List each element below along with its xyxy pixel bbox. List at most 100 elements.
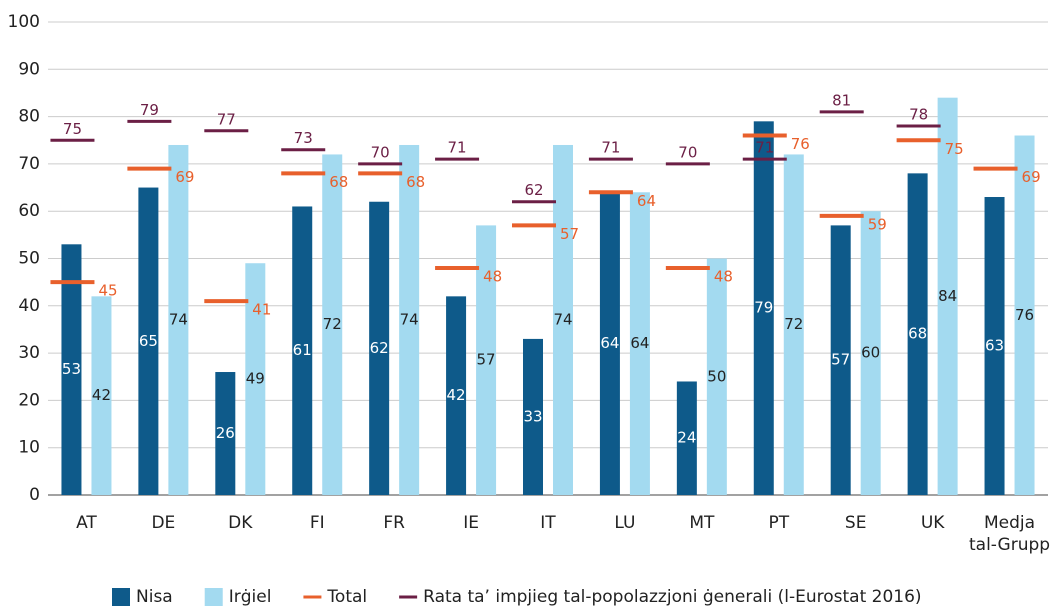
- bar: [676, 381, 697, 495]
- x-tick-label: DK: [228, 513, 253, 533]
- data-label: 76: [1015, 306, 1034, 324]
- data-label: 65: [139, 332, 158, 350]
- bar: [322, 154, 343, 495]
- data-label: 84: [938, 287, 957, 305]
- bar: [476, 225, 497, 495]
- bar: [937, 97, 958, 496]
- bar: [1014, 135, 1035, 495]
- y-tick-label: 0: [29, 485, 40, 505]
- data-label: 33: [523, 407, 542, 425]
- bar: [399, 144, 420, 496]
- bar: [215, 372, 236, 495]
- bar: [984, 197, 1005, 495]
- bar: [553, 144, 573, 496]
- legend-label: Irġiel: [229, 587, 272, 607]
- y-tick-label: 30: [18, 343, 40, 363]
- data-label: 57: [831, 351, 850, 369]
- data-label: 69: [1022, 168, 1041, 186]
- bar: [830, 225, 851, 495]
- data-label: 74: [400, 310, 419, 328]
- bar: [245, 263, 266, 495]
- x-tick-label: FI: [310, 513, 325, 533]
- x-tick-label: MT: [689, 513, 715, 533]
- data-label: 79: [140, 101, 159, 119]
- y-tick-label: 70: [18, 154, 40, 174]
- bar: [168, 144, 189, 496]
- x-tick-label: IE: [463, 513, 479, 533]
- data-label: 72: [323, 315, 342, 333]
- bar: [523, 338, 543, 495]
- bar: [369, 201, 390, 496]
- data-label: 76: [791, 135, 810, 153]
- legend-label: Rata ta’ impjieg tal-popolazzjoni ġenera…: [423, 587, 921, 607]
- data-label: 78: [909, 106, 928, 124]
- x-tick-label: DE: [151, 513, 175, 533]
- bar: [907, 173, 928, 496]
- legend-label: Total: [326, 587, 367, 607]
- data-label: 42: [447, 386, 466, 404]
- data-label: 71: [601, 139, 620, 157]
- data-label: 49: [246, 370, 265, 388]
- data-label: 75: [945, 140, 964, 158]
- legend-swatch: [204, 588, 223, 606]
- x-tick-label: UK: [921, 513, 945, 533]
- x-tick-label: Medja tal-Grupp: [969, 513, 1050, 555]
- data-label: 74: [169, 310, 188, 328]
- data-label: 64: [600, 334, 619, 352]
- data-label: 48: [714, 267, 733, 285]
- y-tick-label: 100: [8, 12, 40, 32]
- data-label: 68: [908, 325, 927, 343]
- data-label: 71: [755, 139, 774, 157]
- data-label: (24): [671, 429, 702, 447]
- data-label: 61: [293, 341, 312, 359]
- bar: [753, 121, 774, 495]
- bar: [629, 192, 650, 495]
- bar: [446, 296, 467, 495]
- x-tick-label: PT: [768, 513, 789, 533]
- y-tick-label: 50: [18, 249, 40, 269]
- data-label: 72: [784, 315, 803, 333]
- data-label: 74: [553, 310, 572, 328]
- y-tick-label: 10: [18, 438, 40, 458]
- data-label: 79: [754, 299, 773, 317]
- data-label: 64: [630, 334, 649, 352]
- data-label: 42: [92, 386, 111, 404]
- x-tick-label: IT: [540, 513, 556, 533]
- data-label: 63: [985, 337, 1004, 355]
- y-tick-label: 90: [18, 59, 40, 79]
- bar: [706, 258, 727, 495]
- bar: [599, 192, 620, 495]
- y-tick-label: 40: [18, 296, 40, 316]
- data-label: 57: [477, 351, 496, 369]
- data-label: 73: [294, 129, 313, 147]
- bar: [860, 211, 881, 495]
- data-label: 70: [371, 143, 390, 161]
- legend-label: Nisa: [136, 587, 173, 607]
- data-label: 62: [524, 181, 543, 199]
- bar: [138, 187, 159, 496]
- data-label: 45: [98, 282, 117, 300]
- legend-swatch: [112, 588, 130, 606]
- x-tick-label: AT: [76, 513, 97, 533]
- data-label: 75: [63, 120, 82, 138]
- data-label: 60: [861, 344, 880, 362]
- data-label: 48: [483, 267, 502, 285]
- x-tick-label: LU: [614, 513, 635, 533]
- y-tick-label: 20: [18, 390, 40, 410]
- data-label: 68: [329, 173, 348, 191]
- y-tick-label: 60: [18, 201, 40, 221]
- data-label: 53: [62, 360, 81, 378]
- bar: [783, 154, 804, 495]
- data-label: 50: [707, 367, 726, 385]
- x-tick-label: SE: [845, 513, 867, 533]
- data-label: 68: [406, 173, 425, 191]
- data-label: 62: [370, 339, 389, 357]
- x-tick-label: FR: [383, 513, 405, 533]
- data-label: 77: [217, 110, 236, 128]
- data-label: 81: [832, 91, 851, 109]
- bar: [91, 296, 112, 495]
- data-label: 70: [678, 143, 697, 161]
- data-label: 59: [868, 215, 887, 233]
- bar: [292, 206, 313, 495]
